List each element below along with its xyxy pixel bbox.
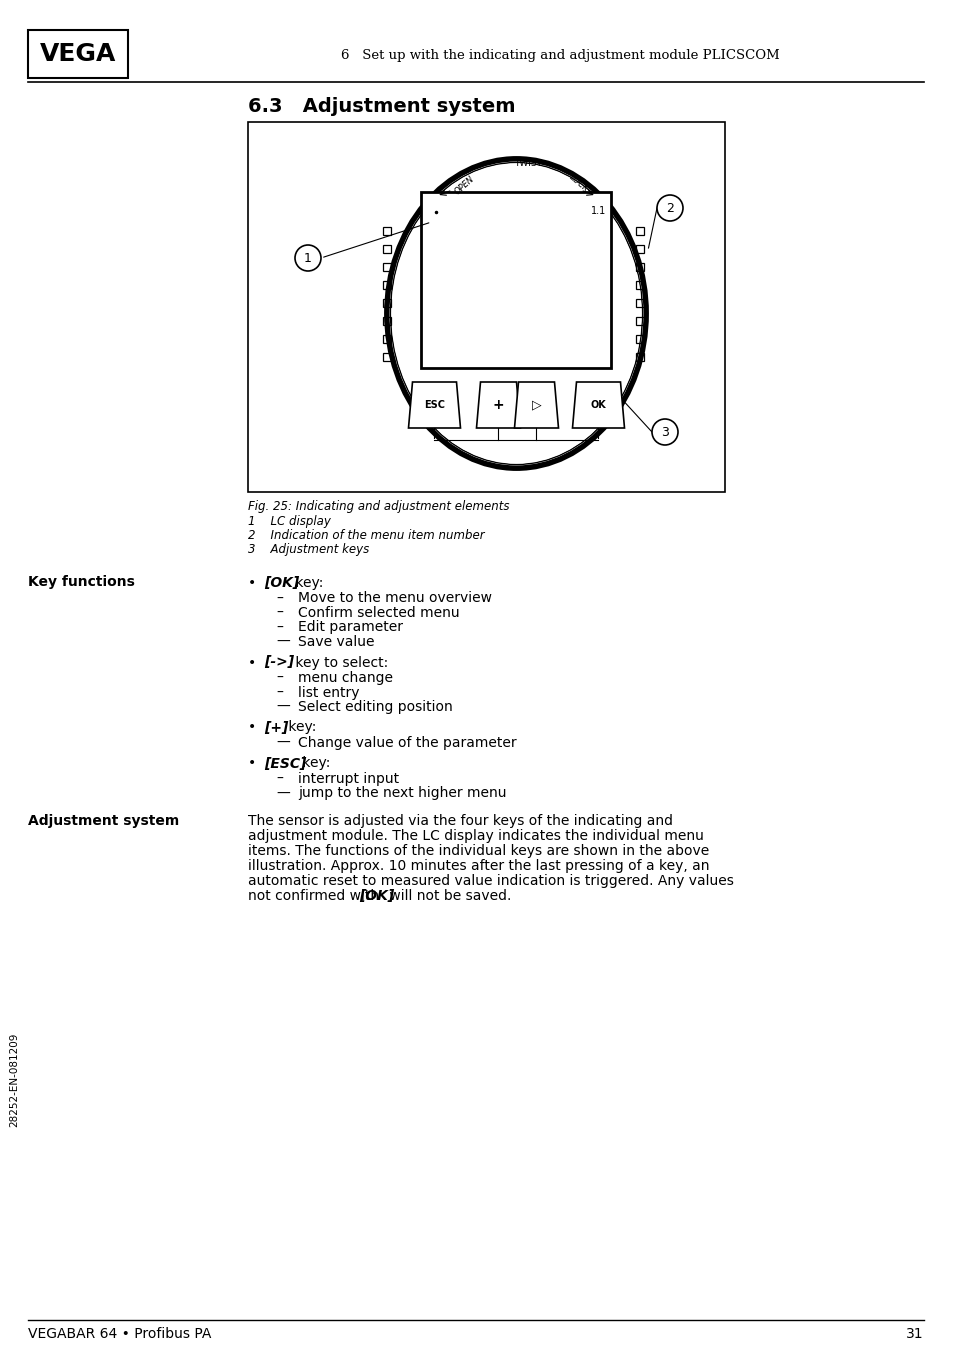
Text: ▷: ▷ [531,398,540,412]
Text: –: – [275,685,283,700]
Text: jump to the next higher menu: jump to the next higher menu [297,787,506,800]
Text: 3    Adjustment keys: 3 Adjustment keys [248,543,369,556]
Text: illustration. Approx. 10 minutes after the last pressing of a key, an: illustration. Approx. 10 minutes after t… [248,858,709,873]
Bar [421,192,611,368]
Text: LOCK: LOCK [566,172,589,194]
Text: 6   Set up with the indicating and adjustment module PLICSCOM: 6 Set up with the indicating and adjustm… [340,49,779,61]
Text: —: — [275,787,290,800]
Text: VEGA: VEGA [40,42,116,66]
Text: [OK]: [OK] [358,890,394,903]
Polygon shape [408,382,460,428]
Bar [383,334,391,343]
Text: —: — [275,635,290,649]
Text: adjustment module. The LC display indicates the individual menu: adjustment module. The LC display indica… [248,829,703,844]
Text: —: — [275,700,290,714]
Text: –: – [275,772,283,787]
Text: 1    LC display: 1 LC display [248,515,331,528]
Text: 1: 1 [304,252,312,264]
Text: +: + [492,398,504,412]
Text: Move to the menu overview: Move to the menu overview [297,592,492,605]
Text: key:: key: [297,757,330,770]
Text: –: – [275,672,283,685]
Text: menu change: menu change [297,672,393,685]
Polygon shape [476,382,520,428]
Bar [383,299,391,307]
Bar [248,122,724,492]
Bar [636,263,644,271]
Text: items. The functions of the individual keys are shown in the above: items. The functions of the individual k… [248,844,708,858]
Bar [383,263,391,271]
Bar [383,282,391,288]
Text: •: • [248,655,256,669]
Text: automatic reset to measured value indication is triggered. Any values: automatic reset to measured value indica… [248,873,733,888]
Text: [OK]: [OK] [264,575,299,590]
Text: –: – [275,620,283,635]
Bar [383,317,391,325]
Text: key to select:: key to select: [291,655,388,669]
Text: 31: 31 [905,1327,923,1340]
Bar [636,353,644,362]
Text: Edit parameter: Edit parameter [297,620,402,635]
Text: •: • [248,575,256,590]
Text: key:: key: [291,575,323,590]
Text: [+]: [+] [264,720,288,734]
Text: –: – [275,592,283,605]
Polygon shape [514,382,558,428]
Text: ESC: ESC [423,399,444,410]
Text: •: • [248,757,256,770]
Text: Fig. 25: Indicating and adjustment elements: Fig. 25: Indicating and adjustment eleme… [248,500,509,513]
Text: not confirmed with: not confirmed with [248,890,383,903]
Polygon shape [572,382,624,428]
Ellipse shape [391,164,640,463]
Text: –: – [275,607,283,620]
Text: interrupt input: interrupt input [297,772,398,787]
Text: —: — [275,737,290,750]
Bar [636,282,644,288]
Bar [636,245,644,253]
Text: OPEN: OPEN [453,173,476,196]
Text: •: • [248,720,256,734]
Text: Key functions: Key functions [28,575,134,589]
Text: 6.3   Adjustment system: 6.3 Adjustment system [248,97,515,116]
Text: 1.1: 1.1 [591,206,606,217]
Text: list entry: list entry [297,685,359,700]
Bar [636,299,644,307]
Text: TWIST: TWIST [514,158,542,168]
Text: 2    Indication of the menu item number: 2 Indication of the menu item number [248,529,484,542]
Bar [636,227,644,236]
Circle shape [657,195,682,221]
Text: [->]: [->] [264,655,294,669]
Text: Select editing position: Select editing position [297,700,453,714]
Text: Change value of the parameter: Change value of the parameter [297,737,517,750]
Text: 2: 2 [665,202,673,214]
Text: Save value: Save value [297,635,375,649]
Bar [383,227,391,236]
Circle shape [651,418,678,445]
Text: will not be saved.: will not be saved. [385,890,511,903]
Text: [ESC]: [ESC] [264,757,306,770]
Text: 3: 3 [660,425,668,439]
Bar [383,245,391,253]
Text: Confirm selected menu: Confirm selected menu [297,607,459,620]
Text: key:: key: [284,720,316,734]
Text: Adjustment system: Adjustment system [28,814,179,829]
Text: The sensor is adjusted via the four keys of the indicating and: The sensor is adjusted via the four keys… [248,814,672,829]
Text: VEGABAR 64 • Profibus PA: VEGABAR 64 • Profibus PA [28,1327,212,1340]
Text: OK: OK [590,399,606,410]
Bar [383,353,391,362]
Text: 28252-EN-081209: 28252-EN-081209 [9,1033,19,1127]
Bar [636,317,644,325]
Circle shape [294,245,320,271]
Bar [636,334,644,343]
